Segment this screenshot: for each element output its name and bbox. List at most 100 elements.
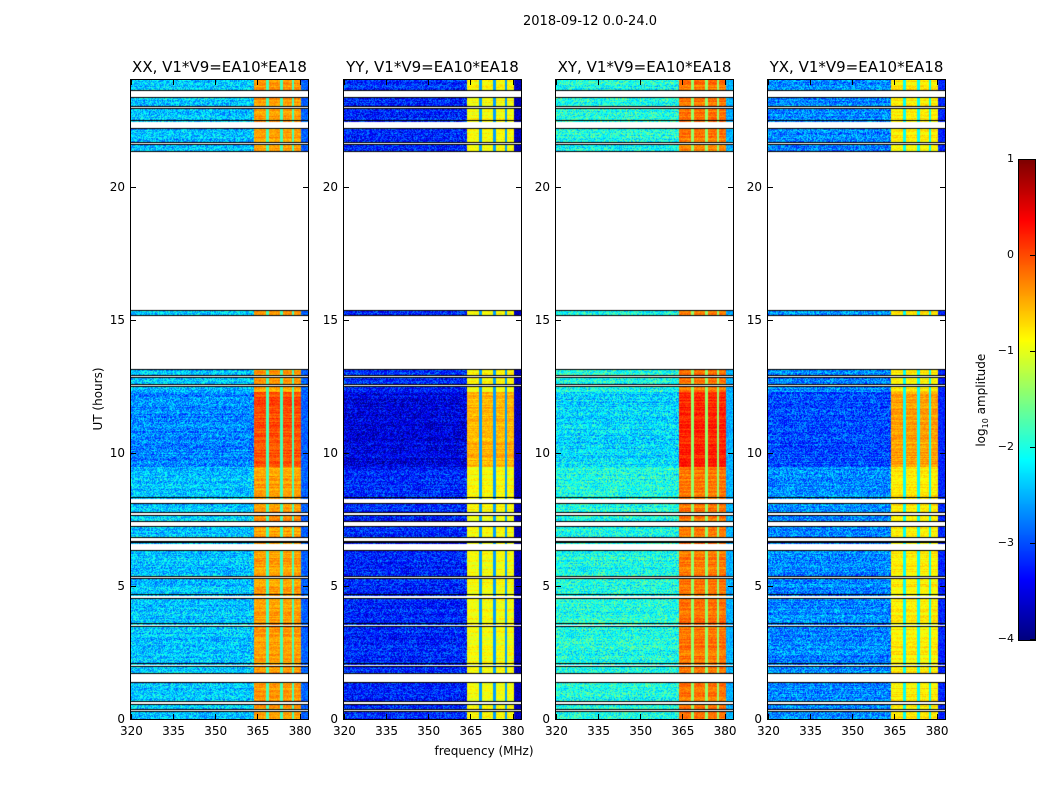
x-tick (257, 80, 259, 85)
y-tick (556, 319, 561, 321)
y-tick-label: 0 (542, 712, 550, 726)
y-tick-label: 20 (746, 179, 762, 194)
figure-title: 2018-09-12 0.0-24.0 (523, 14, 657, 29)
y-tick (940, 452, 945, 454)
x-axis-label: frequency (MHz) (434, 744, 534, 758)
y-tick (728, 452, 733, 454)
y-tick-label: 10 (109, 445, 125, 460)
colorbar-tick-label: 0 (1007, 248, 1014, 261)
y-tick (303, 719, 308, 720)
y-tick-label: 15 (322, 312, 338, 327)
x-tick (386, 714, 388, 719)
y-axis-label: UT (hours) (91, 367, 105, 431)
x-tick-label: 335 (587, 724, 611, 738)
y-tick (131, 585, 136, 587)
y-tick (131, 186, 136, 188)
y-tick (728, 719, 733, 720)
y-tick (516, 585, 521, 587)
x-tick-label: 380 (713, 724, 737, 738)
x-tick (299, 714, 301, 719)
heatmap-panel (555, 79, 734, 720)
x-tick (640, 80, 642, 85)
x-tick (640, 714, 642, 719)
y-tick-label: 10 (746, 445, 762, 460)
y-tick (728, 186, 733, 188)
y-tick (768, 319, 773, 321)
x-tick (428, 714, 430, 719)
x-tick (810, 714, 812, 719)
heatmap-panel (767, 79, 946, 720)
y-tick (131, 719, 136, 720)
colorbar-label-sub: 10 (981, 418, 991, 429)
y-tick (344, 319, 349, 321)
x-tick (512, 714, 514, 719)
colorbar-tick (1030, 639, 1035, 640)
panel-title: XY, V1*V9=EA10*EA18 (557, 58, 732, 76)
x-tick-label: 320 (757, 724, 780, 738)
y-tick-label: 5 (117, 578, 125, 593)
x-tick-label: 320 (333, 724, 356, 738)
y-tick (131, 452, 136, 454)
y-tick (768, 719, 773, 720)
x-tick-label: 350 (629, 724, 653, 738)
colorbar-tick (1030, 543, 1035, 544)
y-tick-label: 10 (322, 445, 338, 460)
x-tick-label: 350 (417, 724, 441, 738)
x-tick (936, 714, 938, 719)
y-tick (131, 319, 136, 321)
y-tick-label: 5 (754, 578, 762, 593)
x-tick (768, 714, 769, 719)
heatmap-image (131, 80, 308, 719)
y-tick (344, 186, 349, 188)
x-tick (344, 714, 345, 719)
heatmap-panel (130, 79, 309, 720)
y-tick (768, 585, 773, 587)
x-tick (724, 714, 726, 719)
x-tick (598, 714, 600, 719)
y-tick-label: 15 (109, 312, 125, 327)
colorbar-tick (1030, 351, 1035, 352)
heatmap-panel (343, 79, 522, 720)
y-tick-label: 20 (322, 179, 338, 194)
colorbar-tick (1030, 159, 1035, 160)
y-tick (303, 452, 308, 454)
x-tick (215, 714, 217, 719)
heatmap-image (556, 80, 733, 719)
x-tick (386, 80, 388, 85)
y-tick (768, 452, 773, 454)
y-tick (556, 186, 561, 188)
colorbar-tick-label: −4 (997, 632, 1014, 645)
x-tick-label: 380 (288, 724, 312, 738)
y-tick-label: 20 (534, 179, 550, 194)
y-tick (556, 452, 561, 454)
colorbar-tick-label: −3 (997, 536, 1014, 549)
x-tick (173, 80, 175, 85)
y-tick-label: 0 (330, 712, 338, 726)
colorbar-tick-label: −2 (997, 440, 1014, 453)
heatmap-image (768, 80, 945, 719)
x-tick (173, 714, 175, 719)
x-tick-label: 320 (120, 724, 143, 738)
colorbar (1018, 159, 1036, 641)
x-tick (299, 80, 301, 85)
y-tick (728, 585, 733, 587)
x-tick-label: 335 (799, 724, 823, 738)
x-tick (556, 714, 557, 719)
x-tick-label: 365 (459, 724, 483, 738)
y-tick (940, 719, 945, 720)
y-tick (516, 452, 521, 454)
x-tick (344, 80, 345, 85)
x-tick (894, 80, 896, 85)
x-tick (768, 80, 769, 85)
x-tick (215, 80, 217, 85)
y-tick-label: 15 (746, 312, 762, 327)
x-tick (894, 714, 896, 719)
x-tick-label: 350 (204, 724, 228, 738)
panel-title: YX, V1*V9=EA10*EA18 (769, 58, 944, 76)
x-tick-label: 365 (883, 724, 907, 738)
colorbar-tick-label: 1 (1007, 152, 1014, 165)
x-tick (257, 714, 259, 719)
x-tick-label: 380 (925, 724, 949, 738)
colorbar-label-main: log (973, 428, 988, 447)
